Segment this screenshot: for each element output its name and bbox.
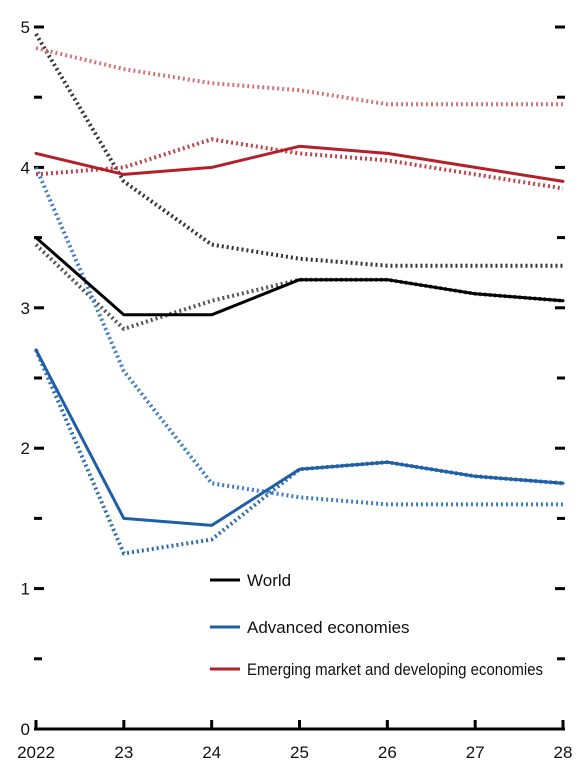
y-tick-label: 1 [21,580,30,599]
y-tick-label: 4 [21,158,30,177]
series-line-eme-dash2 [35,46,563,107]
series-line-eme-dash1 [35,137,564,191]
x-tick-label: 26 [378,743,397,762]
x-tick-label: 28 [554,743,573,762]
series-line-adv-dash2 [34,166,563,507]
x-tick-label: 27 [466,743,485,762]
legend-label-emerging: Emerging market and developing economies [247,660,543,679]
y-tick-label: 2 [21,439,30,458]
x-tick-label: 2022 [17,743,55,762]
series-line-adv-solid [34,348,565,527]
y-axis-right [555,25,565,731]
legend-label-advanced: Advanced economies [247,618,410,637]
legend-label-world: World [247,571,291,590]
series-line-eme-solid [34,144,565,183]
x-tick-label: 23 [114,743,133,762]
y-tick-label: 0 [21,720,30,739]
x-tick-label: 24 [202,743,221,762]
y-axis-left: 0 1 2 3 4 5 [21,18,44,739]
series-line-world-dash1 [34,243,564,331]
series-line-world-dash2 [34,32,563,268]
series-line-world-solid [34,236,565,317]
series-line-adv-dash1 [34,349,564,556]
legend: World Advanced economies Emerging market… [210,571,543,679]
y-tick-label: 3 [21,299,30,318]
series-layer [34,32,565,556]
x-axis: 2022 23 24 25 26 27 28 [17,720,572,762]
x-tick-label: 25 [290,743,309,762]
y-tick-label: 5 [21,18,30,37]
